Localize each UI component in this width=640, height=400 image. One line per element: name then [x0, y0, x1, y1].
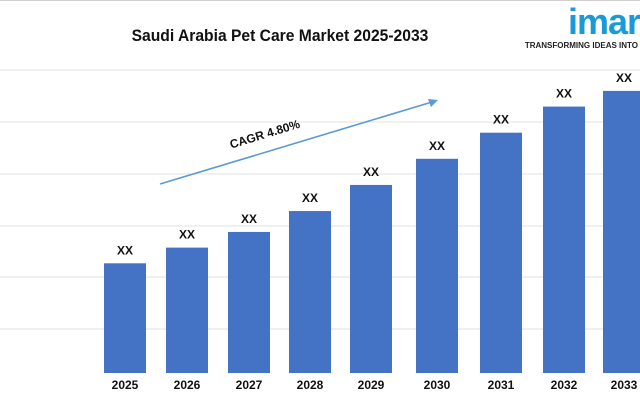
x-tick-label: 2032 [551, 378, 578, 392]
x-tick-label: 2027 [236, 378, 263, 392]
data-label: XX [429, 139, 445, 153]
bar-2030 [416, 158, 458, 373]
x-tick-label: 2025 [112, 378, 139, 392]
imarc-logo: imar [568, 1, 640, 42]
cagr-arrowhead [428, 99, 438, 107]
bar-2025 [104, 263, 146, 373]
data-label: XX [302, 191, 318, 205]
x-tick-label: 2030 [424, 378, 451, 392]
data-label: XX [241, 212, 257, 226]
bar-2026 [166, 247, 208, 373]
bar-2028 [289, 211, 331, 373]
logo-tagline: TRANSFORMING IDEAS INTO [524, 41, 638, 50]
x-tick-label: 2026 [174, 378, 201, 392]
x-tick-label: 2028 [297, 378, 324, 392]
top-border [0, 0, 640, 1]
data-label: XX [363, 165, 379, 179]
data-label: XX [556, 87, 572, 101]
chart-title: Saudi Arabia Pet Care Market 2025-2033 [131, 26, 429, 45]
x-tick-label: 2031 [488, 378, 515, 392]
bar-2032 [543, 106, 585, 373]
bar-2031 [480, 132, 522, 373]
bar-2029 [350, 184, 392, 373]
bar-2027 [228, 231, 270, 373]
cagr-arrow [159, 101, 433, 185]
data-label: XX [493, 113, 509, 127]
data-label: XX [179, 228, 195, 242]
data-label: XX [117, 243, 133, 257]
data-label: XX [616, 71, 632, 85]
x-tick-label: 2033 [611, 378, 638, 392]
bar-2033 [603, 90, 640, 374]
x-tick-label: 2029 [358, 378, 385, 392]
